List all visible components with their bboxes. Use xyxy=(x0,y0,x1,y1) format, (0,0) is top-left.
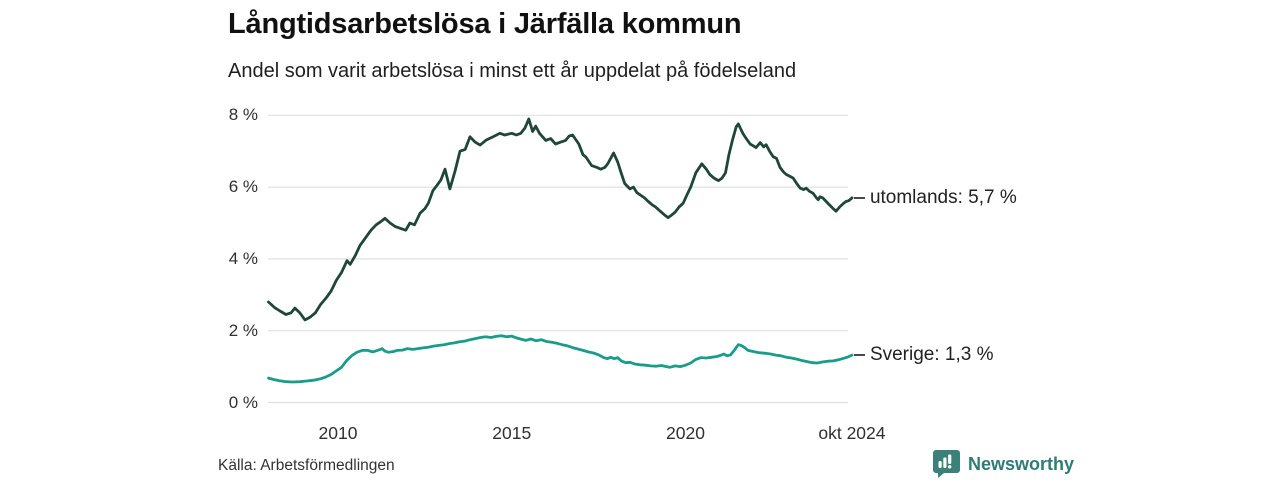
y-axis-tick: 2 % xyxy=(228,320,258,340)
x-axis-tick: 2015 xyxy=(492,423,532,443)
legend-connector-dash xyxy=(853,196,865,199)
y-axis-tick: 0 % xyxy=(228,392,258,412)
newsworthy-brand-name: Newsworthy xyxy=(968,453,1075,474)
series-line-utomlands xyxy=(267,117,854,322)
series-line-Sverige xyxy=(267,334,854,384)
x-axis-tick: 2010 xyxy=(318,423,358,443)
y-axis-tick: 6 % xyxy=(228,177,258,197)
legend-label-sverige: Sverige: 1,3 % xyxy=(869,344,994,366)
legend-connector-dash xyxy=(853,354,865,357)
newsworthy-brand[interactable]: Newsworthy xyxy=(933,450,1074,478)
x-axis-tick: okt 2024 xyxy=(818,423,886,443)
legend-utomlands: utomlands: 5,7 % xyxy=(853,186,1017,210)
y-axis-tick: 4 % xyxy=(228,248,258,268)
legend-sverige: Sverige: 1,3 % xyxy=(853,343,994,367)
source-attribution: Källa: Arbetsförmedlingen xyxy=(218,457,395,474)
legend-label-utomlands: utomlands: 5,7 % xyxy=(869,186,1017,208)
y-axis-tick: 8 % xyxy=(228,105,258,125)
x-axis-tick: 2020 xyxy=(666,423,705,443)
chart-subtitle: Andel som varit arbetslösa i minst ett å… xyxy=(228,60,797,82)
newsworthy-logo-icon xyxy=(933,450,960,478)
page-title: Långtidsarbetslösa i Järfälla kommun xyxy=(228,8,742,40)
